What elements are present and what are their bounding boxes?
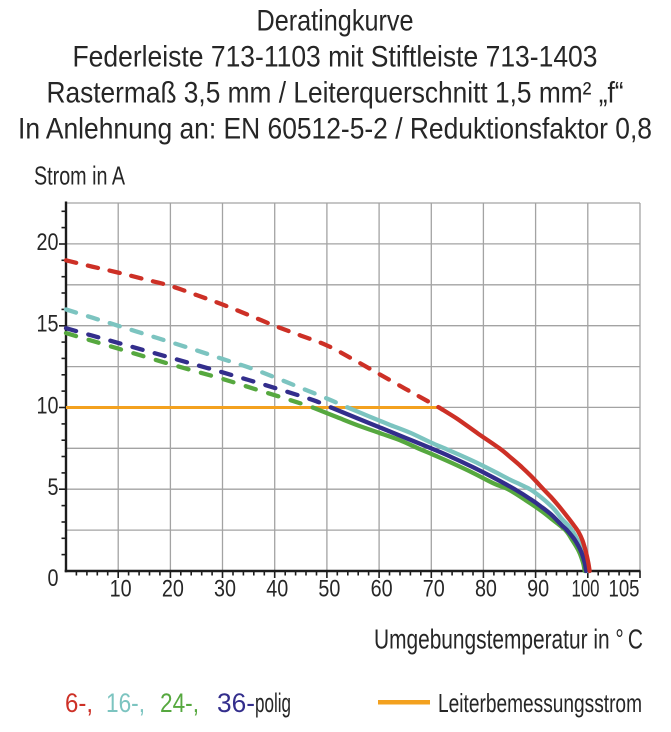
svg-text:36-: 36- bbox=[217, 688, 255, 718]
svg-text:Leiterbemessungsstrom: Leiterbemessungsstrom bbox=[438, 688, 642, 718]
svg-text:16-,: 16-, bbox=[106, 688, 145, 718]
svg-text:105: 105 bbox=[609, 576, 640, 603]
svg-text:5: 5 bbox=[48, 474, 59, 501]
svg-text:20: 20 bbox=[162, 576, 184, 603]
svg-text:15: 15 bbox=[37, 311, 59, 338]
svg-text:6-,: 6-, bbox=[65, 688, 93, 718]
svg-text:0: 0 bbox=[48, 565, 59, 592]
svg-text:Umgebungstemperatur in ° C: Umgebungstemperatur in ° C bbox=[374, 624, 643, 655]
svg-text:80: 80 bbox=[475, 576, 497, 603]
svg-text:Strom in A: Strom in A bbox=[34, 161, 125, 191]
svg-text:30: 30 bbox=[214, 576, 236, 603]
svg-text:In Anlehnung an: EN 60512-5-2: In Anlehnung an: EN 60512-5-2 / Reduktio… bbox=[18, 113, 652, 146]
svg-text:24-,: 24-, bbox=[160, 688, 199, 718]
svg-text:60: 60 bbox=[371, 576, 393, 603]
svg-text:10: 10 bbox=[110, 576, 132, 603]
svg-text:100: 100 bbox=[572, 576, 600, 603]
svg-text:90: 90 bbox=[527, 576, 549, 603]
svg-text:50: 50 bbox=[318, 576, 340, 603]
svg-text:40: 40 bbox=[266, 576, 288, 603]
svg-text:Deratingkurve: Deratingkurve bbox=[257, 5, 414, 38]
svg-text:polig: polig bbox=[255, 688, 291, 718]
svg-text:70: 70 bbox=[423, 576, 445, 603]
svg-text:Federleiste 713-1103 mit Stift: Federleiste 713-1103 mit Stiftleiste 713… bbox=[73, 41, 598, 74]
svg-text:Rastermaß 3,5 mm / Leiterquers: Rastermaß 3,5 mm / Leiterquerschnitt 1,5… bbox=[47, 77, 624, 110]
svg-text:20: 20 bbox=[37, 229, 59, 256]
svg-text:10: 10 bbox=[37, 392, 59, 419]
